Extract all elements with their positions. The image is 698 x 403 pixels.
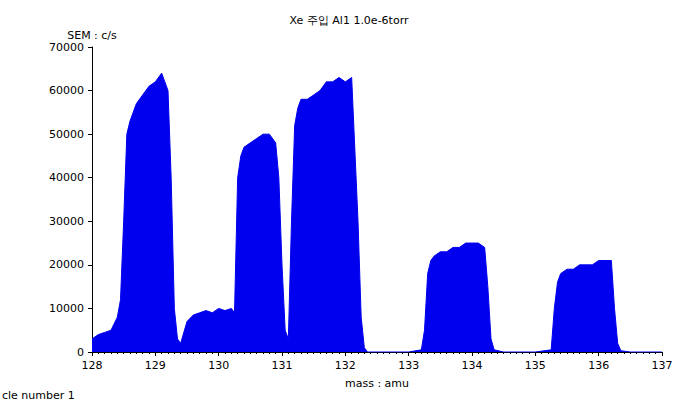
- svg-text:Xe 주입 Al1 1.0e-6torr: Xe 주입 Al1 1.0e-6torr: [289, 14, 408, 27]
- svg-text:cle number 1: cle number 1: [2, 389, 75, 402]
- svg-text:10000: 10000: [49, 302, 84, 315]
- svg-text:30000: 30000: [49, 215, 84, 228]
- svg-text:40000: 40000: [49, 171, 84, 184]
- svg-text:130: 130: [208, 359, 229, 372]
- svg-text:mass : amu: mass : amu: [345, 377, 409, 390]
- svg-text:128: 128: [82, 359, 103, 372]
- svg-text:131: 131: [272, 359, 293, 372]
- svg-text:60000: 60000: [49, 84, 84, 97]
- svg-text:0: 0: [77, 346, 84, 359]
- svg-text:136: 136: [588, 359, 609, 372]
- svg-text:20000: 20000: [49, 258, 84, 271]
- svg-text:134: 134: [462, 359, 483, 372]
- svg-text:133: 133: [398, 359, 419, 372]
- svg-text:SEM : c/s: SEM : c/s: [67, 29, 117, 42]
- svg-text:50000: 50000: [49, 128, 84, 141]
- svg-text:129: 129: [145, 359, 166, 372]
- svg-text:132: 132: [335, 359, 356, 372]
- svg-text:135: 135: [525, 359, 546, 372]
- svg-text:137: 137: [652, 359, 673, 372]
- svg-text:70000: 70000: [49, 41, 84, 54]
